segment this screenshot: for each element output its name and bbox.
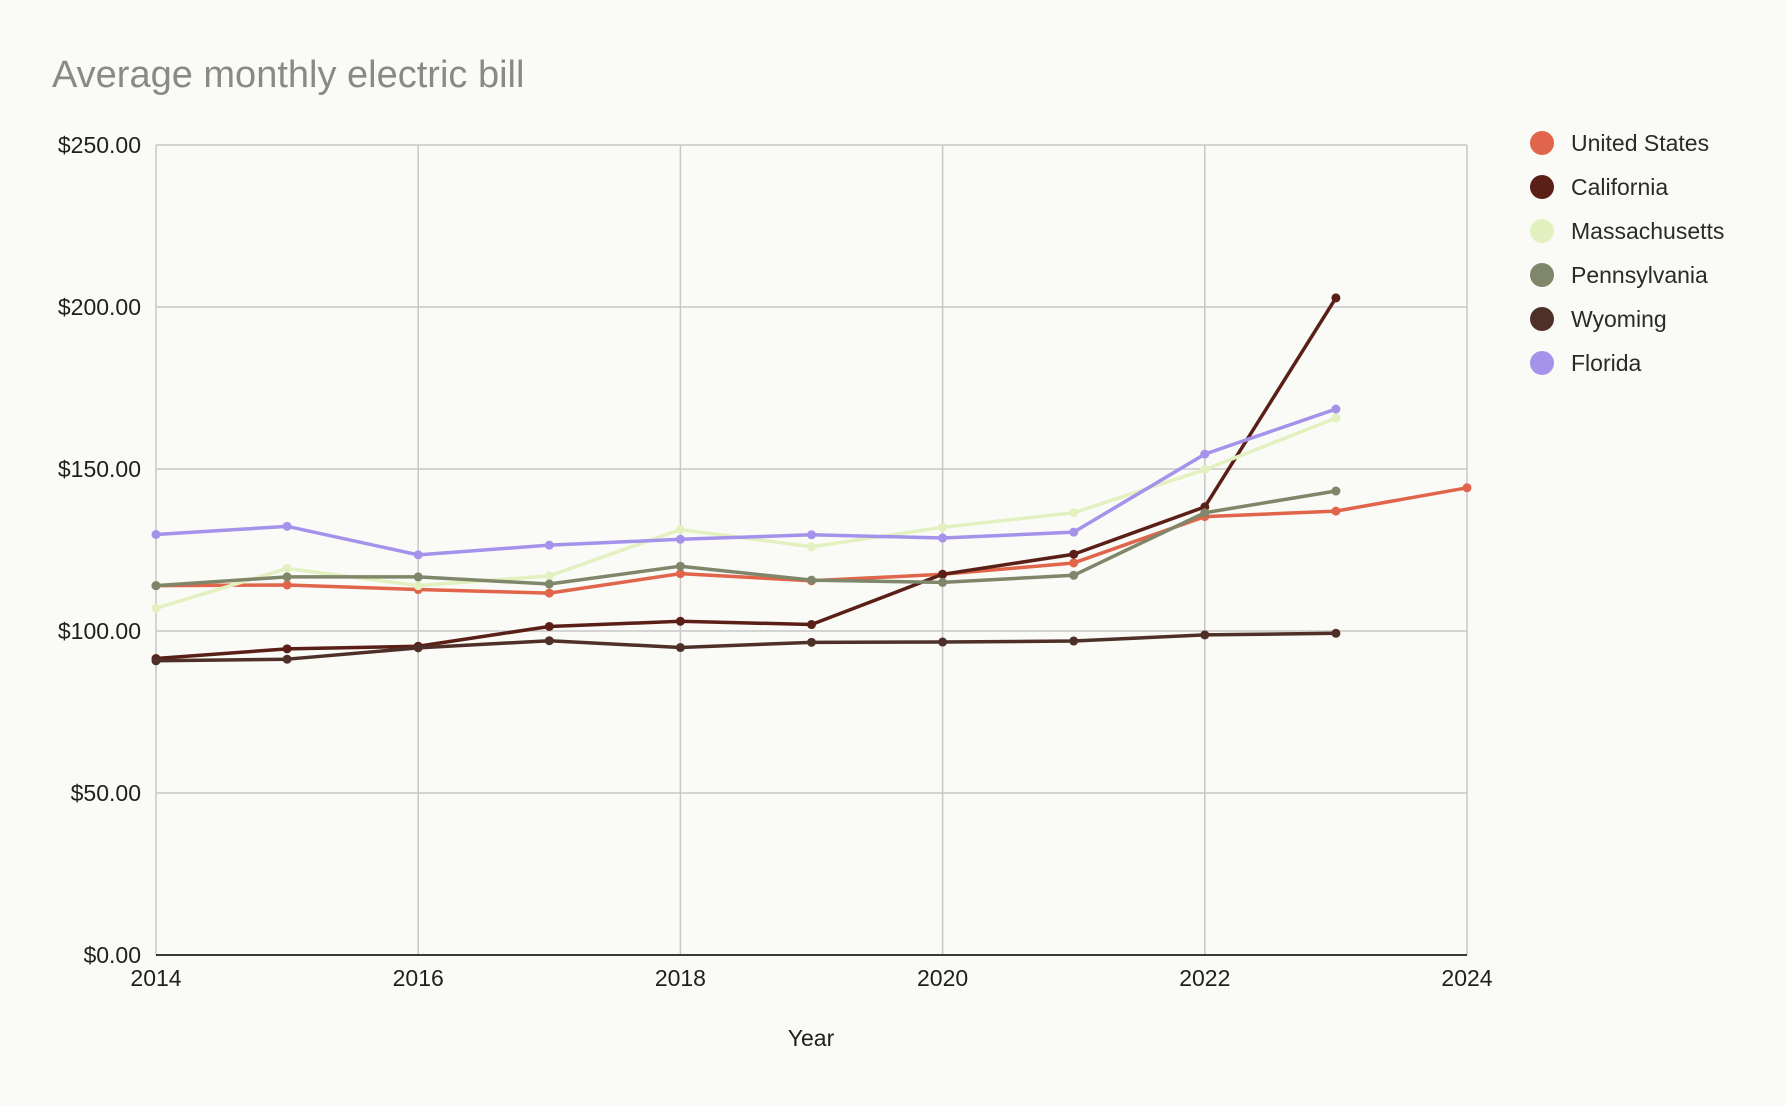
series-line xyxy=(154,489,1338,588)
data-point[interactable] xyxy=(807,542,816,552)
data-point[interactable] xyxy=(1069,570,1079,580)
axes: $0.00 $50.00 $100.00 $150.00 $200.00 $250.00 2… xyxy=(58,132,1493,991)
legend-swatch xyxy=(1530,219,1554,243)
data-point[interactable] xyxy=(1331,506,1341,516)
x-tick-label: 2020 xyxy=(917,965,968,991)
data-point[interactable] xyxy=(938,522,948,532)
x-tick-label: 2024 xyxy=(1441,965,1492,991)
y-tick-label: $200.00 xyxy=(58,294,141,320)
data-point[interactable] xyxy=(1200,449,1210,459)
series-florida xyxy=(151,404,1341,560)
data-point[interactable] xyxy=(1331,293,1341,303)
data-point[interactable] xyxy=(807,575,816,585)
grid-lines xyxy=(155,144,1468,955)
data-point[interactable] xyxy=(1069,549,1079,559)
series-line xyxy=(154,296,1338,661)
legend-swatch xyxy=(1530,263,1554,287)
chart-title: Average monthly electric bill xyxy=(52,54,524,96)
y-tick-label: $100.00 xyxy=(58,618,141,644)
legend-label: Pennsylvania xyxy=(1571,262,1708,288)
data-point[interactable] xyxy=(1069,636,1079,646)
legend-label: Wyoming xyxy=(1571,306,1667,332)
data-point[interactable] xyxy=(413,643,423,653)
data-point[interactable] xyxy=(1331,486,1341,496)
data-point[interactable] xyxy=(413,581,423,591)
data-point[interactable] xyxy=(1069,527,1079,537)
data-point[interactable] xyxy=(938,533,948,543)
legend-item[interactable]: Pennsylvania xyxy=(1530,262,1708,288)
data-point[interactable] xyxy=(544,588,554,598)
data-point[interactable] xyxy=(544,579,554,589)
data-point[interactable] xyxy=(282,580,292,590)
data-point[interactable] xyxy=(1069,558,1079,568)
legend: United States California Massachusetts Penn… xyxy=(1530,130,1724,376)
data-point[interactable] xyxy=(413,572,423,582)
data-point[interactable] xyxy=(1462,483,1472,493)
data-point[interactable] xyxy=(544,571,554,581)
data-point[interactable] xyxy=(675,569,685,579)
y-tick-label: $50.00 xyxy=(71,780,141,806)
data-point[interactable] xyxy=(675,534,685,544)
data-point[interactable] xyxy=(544,621,554,631)
x-tick-label: 2016 xyxy=(393,965,444,991)
legend-item[interactable]: Florida xyxy=(1530,350,1642,376)
x-tick-label: 2022 xyxy=(1179,965,1230,991)
data-point[interactable] xyxy=(938,637,948,647)
data-point[interactable] xyxy=(1200,465,1210,475)
data-point[interactable] xyxy=(282,572,292,582)
legend-item[interactable]: California xyxy=(1530,174,1668,200)
series-wyoming xyxy=(151,628,1341,666)
x-tick-label: 2018 xyxy=(655,965,706,991)
data-point[interactable] xyxy=(151,656,161,666)
data-point[interactable] xyxy=(675,643,685,653)
data-point[interactable] xyxy=(1331,413,1341,423)
data-point[interactable] xyxy=(807,620,816,630)
data-point[interactable] xyxy=(675,616,685,626)
data-point[interactable] xyxy=(1200,630,1210,640)
data-point[interactable] xyxy=(938,577,948,587)
data-point[interactable] xyxy=(1331,628,1341,638)
data-point[interactable] xyxy=(938,569,948,579)
legend-label: Florida xyxy=(1571,350,1642,376)
y-tick-label: $0.00 xyxy=(83,942,141,968)
data-point[interactable] xyxy=(282,654,292,664)
data-point[interactable] xyxy=(282,644,292,654)
data-point[interactable] xyxy=(807,530,816,540)
data-point[interactable] xyxy=(151,581,161,591)
data-point[interactable] xyxy=(807,637,816,647)
legend-label: California xyxy=(1571,174,1668,200)
legend-label: Massachusetts xyxy=(1571,218,1724,244)
x-tick-label: 2014 xyxy=(130,965,181,991)
data-point[interactable] xyxy=(151,603,161,613)
legend-item[interactable]: United States xyxy=(1530,130,1709,156)
legend-item[interactable]: Massachusetts xyxy=(1530,218,1724,244)
data-point[interactable] xyxy=(282,521,292,531)
data-point[interactable] xyxy=(675,525,685,535)
x-axis-label: Year xyxy=(788,1025,835,1051)
series-line xyxy=(154,407,1338,557)
legend-label: United States xyxy=(1571,130,1709,156)
data-point[interactable] xyxy=(151,529,161,539)
legend-swatch xyxy=(1530,131,1554,155)
data-point[interactable] xyxy=(1200,508,1210,518)
series-lines xyxy=(151,293,1472,666)
data-point[interactable] xyxy=(282,563,292,573)
data-point[interactable] xyxy=(1331,404,1341,414)
legend-item[interactable]: Wyoming xyxy=(1530,306,1667,332)
series-line xyxy=(154,631,1338,663)
data-point[interactable] xyxy=(544,540,554,550)
y-tick-label: $250.00 xyxy=(58,132,141,158)
legend-swatch xyxy=(1530,175,1554,199)
data-point[interactable] xyxy=(413,550,423,560)
legend-swatch xyxy=(1530,307,1554,331)
data-point[interactable] xyxy=(1069,508,1079,518)
y-tick-label: $150.00 xyxy=(58,456,141,482)
legend-swatch xyxy=(1530,351,1554,375)
series-pennsylvania xyxy=(151,486,1341,591)
data-point[interactable] xyxy=(675,561,685,571)
data-point[interactable] xyxy=(544,636,554,646)
